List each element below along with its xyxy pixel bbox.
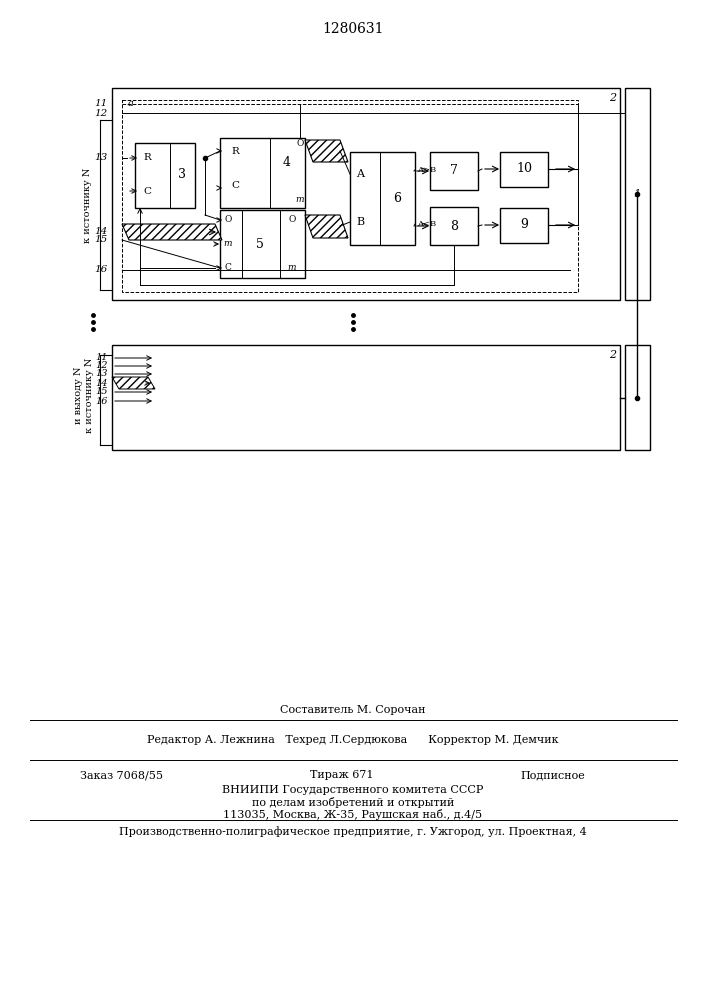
Bar [112, 345, 620, 450]
Text: 16: 16 [95, 396, 108, 406]
Bar [430, 207, 478, 245]
Text: A: A [356, 169, 364, 179]
Bar [350, 152, 415, 245]
Text: Заказ 7068/55: Заказ 7068/55 [80, 770, 163, 780]
Bar [112, 88, 620, 300]
Text: m: m [296, 196, 304, 205]
Text: 13: 13 [95, 153, 108, 162]
Text: m: m [288, 263, 296, 272]
Text: A>B: A>B [417, 166, 436, 174]
Text: к источнику N: к источнику N [83, 167, 93, 243]
Text: 1280631: 1280631 [322, 22, 384, 36]
Text: B: B [356, 217, 364, 227]
Text: 2: 2 [609, 350, 617, 360]
Bar [135, 143, 195, 208]
Text: 12: 12 [95, 361, 108, 370]
Text: 11: 11 [95, 354, 108, 362]
Text: к источнику N: к источнику N [86, 357, 95, 433]
Text: C: C [225, 263, 231, 272]
Text: a: a [128, 99, 134, 107]
Text: 113035, Москва, Ж-35, Раушская наб., д.4/5: 113035, Москва, Ж-35, Раушская наб., д.4… [223, 810, 483, 820]
Bar [500, 208, 548, 243]
Text: 1: 1 [633, 189, 641, 199]
Text: R: R [231, 146, 239, 155]
Text: 15: 15 [95, 387, 108, 396]
Text: 9: 9 [520, 219, 528, 232]
Polygon shape [305, 215, 348, 238]
Text: 10: 10 [516, 162, 532, 176]
Bar [500, 152, 548, 187]
Text: C: C [143, 186, 151, 196]
Text: 14: 14 [95, 228, 108, 236]
Text: O: O [288, 216, 296, 225]
Text: 13: 13 [95, 369, 108, 378]
Text: C: C [231, 182, 239, 190]
Bar [220, 138, 305, 208]
Polygon shape [305, 140, 348, 162]
Text: O: O [224, 216, 232, 225]
Text: 16: 16 [95, 265, 108, 274]
Polygon shape [112, 377, 155, 389]
Text: 3: 3 [178, 168, 186, 182]
Text: 2: 2 [609, 93, 617, 103]
Text: ВНИИПИ Государственного комитета СССР: ВНИИПИ Государственного комитета СССР [222, 785, 484, 795]
Text: Подписное: Подписное [520, 770, 585, 780]
Text: O: O [296, 139, 304, 148]
Bar [430, 152, 478, 190]
Text: 11: 11 [95, 100, 108, 108]
Bar [625, 345, 650, 450]
Text: 12: 12 [95, 108, 108, 117]
Text: Редактор А. Лежнина   Техред Л.Сердюкова      Корректор М. Демчик: Редактор А. Лежнина Техред Л.Сердюкова К… [147, 735, 559, 745]
Text: 4: 4 [283, 156, 291, 169]
Text: 5: 5 [256, 237, 264, 250]
Text: m: m [223, 239, 233, 248]
Text: 14: 14 [95, 378, 108, 387]
Text: Тираж 671: Тираж 671 [310, 770, 373, 780]
Text: 8: 8 [450, 220, 458, 232]
Text: и выходу N: и выходу N [74, 366, 83, 424]
Text: 6: 6 [393, 192, 401, 205]
Bar [220, 210, 305, 278]
Text: A<B: A<B [417, 220, 436, 228]
Text: R: R [143, 153, 151, 162]
Text: 7: 7 [450, 164, 458, 178]
Text: Составитель М. Сорочан: Составитель М. Сорочан [280, 705, 426, 715]
Text: по делам изобретений и открытий: по делам изобретений и открытий [252, 798, 454, 808]
Bar [625, 88, 650, 300]
Polygon shape [122, 224, 222, 240]
Text: Производственно-полиграфическое предприятие, г. Ужгород, ул. Проектная, 4: Производственно-полиграфическое предприя… [119, 827, 587, 837]
Text: 15: 15 [95, 235, 108, 244]
